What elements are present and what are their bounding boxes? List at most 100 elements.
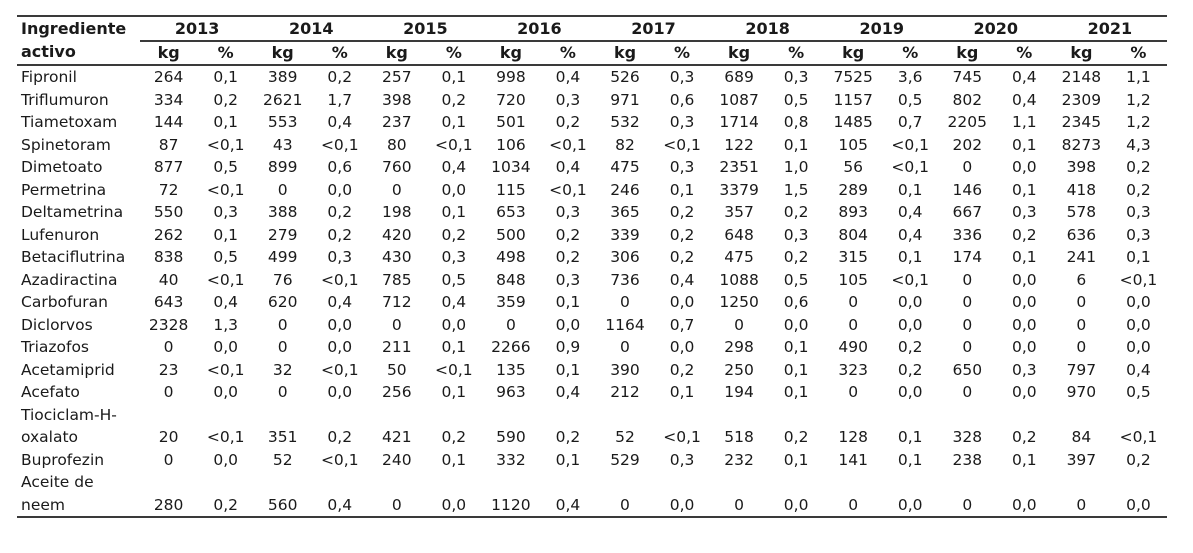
pct-value: 0,4: [555, 68, 581, 86]
pct-value: 0,3: [669, 450, 695, 469]
kg-value: 430: [382, 248, 412, 266]
ingredient-name: Aceite de neem: [21, 473, 94, 514]
pct-value: 0,3: [669, 68, 695, 86]
pct-header-2015: %: [445, 43, 462, 62]
kg-value: 106: [496, 135, 526, 154]
kg-value: 198: [382, 203, 412, 221]
table-row: Spinetoram 87 <0,1 43 <0,1 80 <0,1 106 <0,1 82 <0,…: [17, 134, 1167, 157]
pct-value: 0,0: [213, 338, 238, 356]
pct-value: 0,4: [327, 113, 353, 131]
kg-value: 262: [153, 225, 184, 244]
pct-value: 0,2: [669, 360, 695, 379]
kg-value: 0: [962, 383, 973, 401]
kg-value: 76: [272, 270, 293, 289]
kg-value: 279: [267, 225, 298, 244]
pct-value: 0,0: [1126, 293, 1151, 311]
pct-value: 0,2: [1126, 158, 1151, 176]
pct-value: 1,0: [783, 158, 809, 176]
kg-value: 526: [610, 68, 640, 86]
kg-value: 20: [158, 428, 179, 446]
pct-value: 0,4: [327, 495, 353, 514]
pct-value: 0,2: [1126, 180, 1151, 199]
kg-value: 2351: [719, 158, 759, 176]
year-header-2018: 2018: [710, 16, 825, 42]
kg-value: 797: [1066, 360, 1097, 379]
pct-value: 0,2: [669, 203, 695, 221]
pct-value: 0,0: [213, 383, 238, 401]
kg-value: 0: [734, 495, 745, 514]
pct-value: 0,1: [441, 203, 467, 221]
kg-value: 240: [382, 450, 412, 469]
ingredient-name: Tiametoxam: [21, 113, 118, 131]
table-header: Ingrediente activo 2013 2014 2015 2016 2017 2…: [17, 16, 1167, 65]
kg-value: 0: [277, 315, 288, 334]
kg-value: 1034: [491, 158, 531, 176]
table-row: Dimetoato 877 0,5 899 0,6 760 0,4 1034 0,4 475 0,3…: [17, 156, 1167, 179]
table-row: Acefato 0 0,0 0 0,0 256 0,1 963 0,4 212 0,1 194 0,1 0…: [17, 381, 1167, 404]
kg-value: 0: [391, 495, 402, 514]
kg-value: 246: [610, 180, 640, 199]
kg-value: 32: [272, 360, 293, 379]
kg-value: 590: [496, 428, 526, 446]
table-row: Carbofuran 643 0,4 620 0,4 712 0,4 359 0,1 0 0,0 12…: [17, 291, 1167, 314]
kg-value: 838: [153, 248, 184, 266]
ingredient-name: Fipronil: [21, 68, 77, 86]
pct-value: 0,0: [555, 315, 581, 334]
kg-value: 1714: [719, 113, 759, 131]
pct-value: <0,1: [206, 270, 245, 289]
kg-value: 128: [838, 428, 868, 446]
kg-value: 0: [962, 315, 973, 334]
kg-value: 650: [952, 360, 983, 379]
table-row: Diclorvos 2328 1,3 0 0,0 0 0,0 0 0,0 1164 0,7 0 0,0 0…: [17, 314, 1167, 337]
pct-value: 0,5: [213, 248, 238, 266]
pct-value: <0,1: [320, 135, 359, 154]
kg-value: 0: [1076, 338, 1087, 356]
pct-value: 0,0: [441, 495, 467, 514]
table-row: Buprofezin 0 0,0 52 <0,1 240 0,1 332 0,1 529 0,3 23…: [17, 449, 1167, 472]
table-row: Deltametrina 550 0,3 388 0,2 198 0,1 653 0,3 365 0…: [17, 201, 1167, 224]
kg-value: 2328: [148, 315, 189, 334]
year-header-2016: 2016: [482, 16, 597, 42]
year-header-2020: 2020: [938, 16, 1053, 42]
kg-value: 0: [277, 338, 288, 356]
pct-value: 0,4: [555, 495, 581, 514]
ingredient-name: Azadiractina: [21, 270, 118, 289]
kg-value: 8273: [1061, 135, 1102, 154]
kg-value: 298: [724, 338, 754, 356]
pct-value: 0,0: [213, 450, 238, 469]
table-row: Tiociclam-H- oxalato 20 <0,1 351 0,2 421 0,2 59…: [17, 404, 1167, 449]
pct-value: 0,1: [783, 338, 809, 356]
kg-value: 332: [496, 450, 526, 469]
kg-value: 490: [838, 338, 868, 356]
kg-value: 620: [267, 293, 298, 311]
pct-value: 4,3: [1126, 135, 1151, 154]
pct-header-2020: %: [1016, 43, 1033, 62]
kg-value: 1088: [719, 270, 759, 289]
pct-value: 0,5: [213, 158, 238, 176]
kg-header-2018: kg: [728, 43, 751, 62]
kg-value: 0: [848, 315, 859, 334]
kg-value: 211: [382, 338, 412, 356]
kg-value: 475: [610, 158, 640, 176]
kg-value: 648: [724, 225, 754, 244]
pct-value: 0,0: [1126, 315, 1151, 334]
ingredient-name: Buprofezin: [21, 450, 105, 469]
kg-value: 2205: [947, 113, 987, 131]
kg-value: 0: [163, 383, 174, 401]
pct-value: 0,2: [1011, 428, 1037, 446]
kg-value: 0: [962, 495, 973, 514]
kg-value: 0: [1076, 293, 1087, 311]
kg-value: 0: [391, 315, 402, 334]
pct-value: 0,3: [1126, 203, 1151, 221]
kg-value: 0: [734, 315, 745, 334]
pct-value: <0,1: [206, 135, 245, 154]
pct-value: 0,0: [669, 293, 695, 311]
pct-value: 0,6: [669, 90, 695, 109]
kg-header-2016: kg: [499, 43, 522, 62]
pct-value: 0,0: [897, 315, 923, 334]
kg-value: 264: [153, 68, 184, 86]
pct-value: 0,4: [441, 293, 467, 311]
kg-value: 135: [496, 360, 526, 379]
pct-value: <0,1: [435, 360, 473, 379]
kg-value: 357: [724, 203, 754, 221]
